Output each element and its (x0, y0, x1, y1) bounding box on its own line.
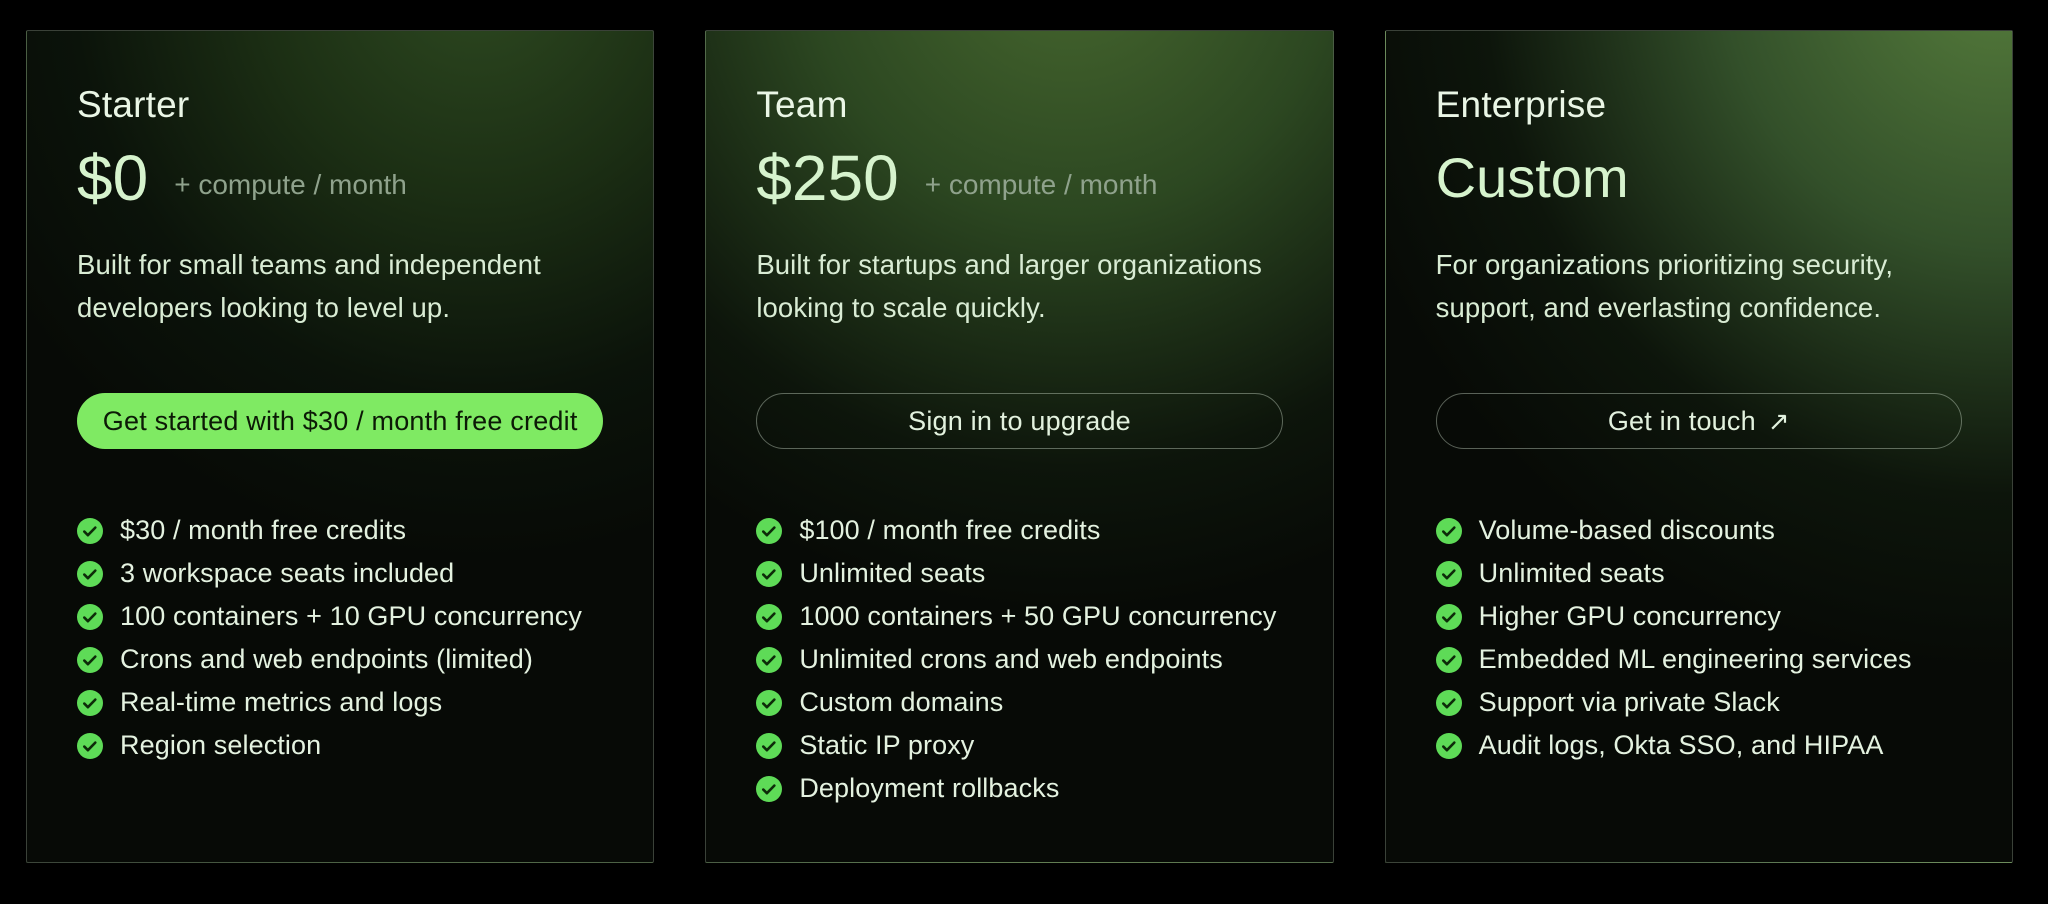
pricing-card-enterprise: Enterprise Custom For organizations prio… (1384, 30, 2013, 863)
feature-item: $100 / month free credits (756, 509, 1282, 552)
plan-description: Built for startups and larger organizati… (756, 249, 1263, 323)
plan-name: Enterprise (1435, 84, 1607, 125)
price-row: $0 + compute / month (77, 139, 603, 217)
feature-label: Deployment rollbacks (799, 773, 1060, 803)
feature-label: Unlimited crons and web endpoints (799, 644, 1223, 674)
feature-label: Unlimited seats (799, 558, 986, 588)
check-icon (77, 560, 103, 587)
feature-item: Unlimited crons and web endpoints (756, 638, 1282, 681)
check-icon (756, 517, 783, 544)
arrow-up-right-icon: ↗ (1767, 406, 1790, 436)
check-icon (1435, 560, 1462, 587)
price-row: Custom (1436, 139, 1962, 217)
sign-in-to-upgrade-button[interactable]: Sign in to upgrade (756, 393, 1283, 449)
check-icon (756, 560, 783, 587)
cta-label: Get in touch (1607, 405, 1756, 436)
feature-item: Unlimited seats (756, 552, 1282, 595)
feature-label: Unlimited seats (1478, 558, 1665, 588)
feature-item: Crons and web endpoints (limited) (77, 638, 603, 681)
check-icon (77, 732, 103, 759)
feature-label: 3 workspace seats included (120, 558, 455, 588)
feature-item: Volume-based discounts (1435, 509, 1962, 552)
check-icon (77, 646, 103, 673)
plan-name: Starter (77, 84, 190, 125)
feature-label: 100 containers + 10 GPU concurrency (120, 601, 582, 631)
check-icon (1435, 732, 1462, 759)
feature-label: $30 / month free credits (120, 515, 407, 545)
feature-label: 1000 containers + 50 GPU concurrency (799, 601, 1277, 631)
plan-price: $250 (756, 142, 899, 214)
feature-item: Audit logs, Okta SSO, and HIPAA (1435, 724, 1962, 767)
feature-label: $100 / month free credits (799, 515, 1101, 545)
check-icon (756, 775, 783, 802)
check-icon (756, 732, 783, 759)
feature-label: Higher GPU concurrency (1478, 601, 1781, 631)
get-started-button[interactable]: Get started with $30 / month free credit (77, 393, 604, 449)
feature-item: Region selection (77, 724, 603, 767)
feature-item: Real-time metrics and logs (77, 681, 603, 724)
check-icon (77, 689, 103, 716)
feature-item: Higher GPU concurrency (1435, 595, 1962, 638)
feature-list: $100 / month free credits Unlimited seats… (756, 509, 1282, 810)
price-row: $250 + compute / month (756, 139, 1282, 217)
plan-description: For organizations prioritizing security,… (1435, 249, 1894, 323)
pricing-card-team: Team $250 + compute / month Built for st… (705, 30, 1334, 863)
feature-label: Audit logs, Okta SSO, and HIPAA (1478, 730, 1884, 760)
feature-list: $30 / month free credits 3 workspace seat… (77, 509, 603, 767)
check-icon (1435, 603, 1462, 630)
feature-item: 1000 containers + 50 GPU concurrency (756, 595, 1282, 638)
feature-label: Volume-based discounts (1478, 515, 1776, 545)
feature-item: Custom domains (756, 681, 1282, 724)
plan-price: Custom (1435, 146, 1629, 209)
feature-item: Deployment rollbacks (756, 767, 1282, 810)
pricing-card-starter: Starter $0 + compute / month Built for s… (26, 30, 655, 863)
price-suffix: + compute / month (924, 169, 1158, 200)
feature-item: Embedded ML engineering services (1435, 638, 1962, 681)
feature-label: Custom domains (799, 687, 1004, 717)
check-icon (756, 689, 783, 716)
plan-name: Team (756, 84, 848, 125)
check-icon (1435, 517, 1462, 544)
feature-label: Support via private Slack (1478, 687, 1780, 717)
check-icon (77, 517, 103, 544)
feature-item: Support via private Slack (1435, 681, 1962, 724)
cta-label: Sign in to upgrade (908, 405, 1131, 436)
feature-label: Static IP proxy (799, 730, 975, 760)
plan-description: Built for small teams and independent de… (77, 249, 541, 323)
feature-item: $30 / month free credits (77, 509, 603, 552)
get-in-touch-button[interactable]: Get in touch ↗ (1435, 393, 1962, 449)
feature-label: Embedded ML engineering services (1478, 644, 1912, 674)
plan-price: $0 (77, 142, 149, 214)
feature-item: Unlimited seats (1435, 552, 1962, 595)
feature-label: Real-time metrics and logs (120, 687, 443, 717)
feature-item: 100 containers + 10 GPU concurrency (77, 595, 603, 638)
check-icon (1435, 689, 1462, 716)
feature-item: 3 workspace seats included (77, 552, 603, 595)
feature-label: Crons and web endpoints (limited) (120, 644, 534, 674)
check-icon (77, 603, 103, 630)
feature-list: Volume-based discounts Unlimited seats Hig… (1435, 509, 1962, 767)
cta-label: Get started with $30 / month free credit (102, 405, 578, 436)
check-icon (756, 603, 783, 630)
price-suffix: + compute / month (174, 169, 407, 200)
feature-label: Region selection (120, 730, 322, 760)
check-icon (756, 646, 783, 673)
check-icon (1435, 646, 1462, 673)
feature-item: Static IP proxy (756, 724, 1282, 767)
